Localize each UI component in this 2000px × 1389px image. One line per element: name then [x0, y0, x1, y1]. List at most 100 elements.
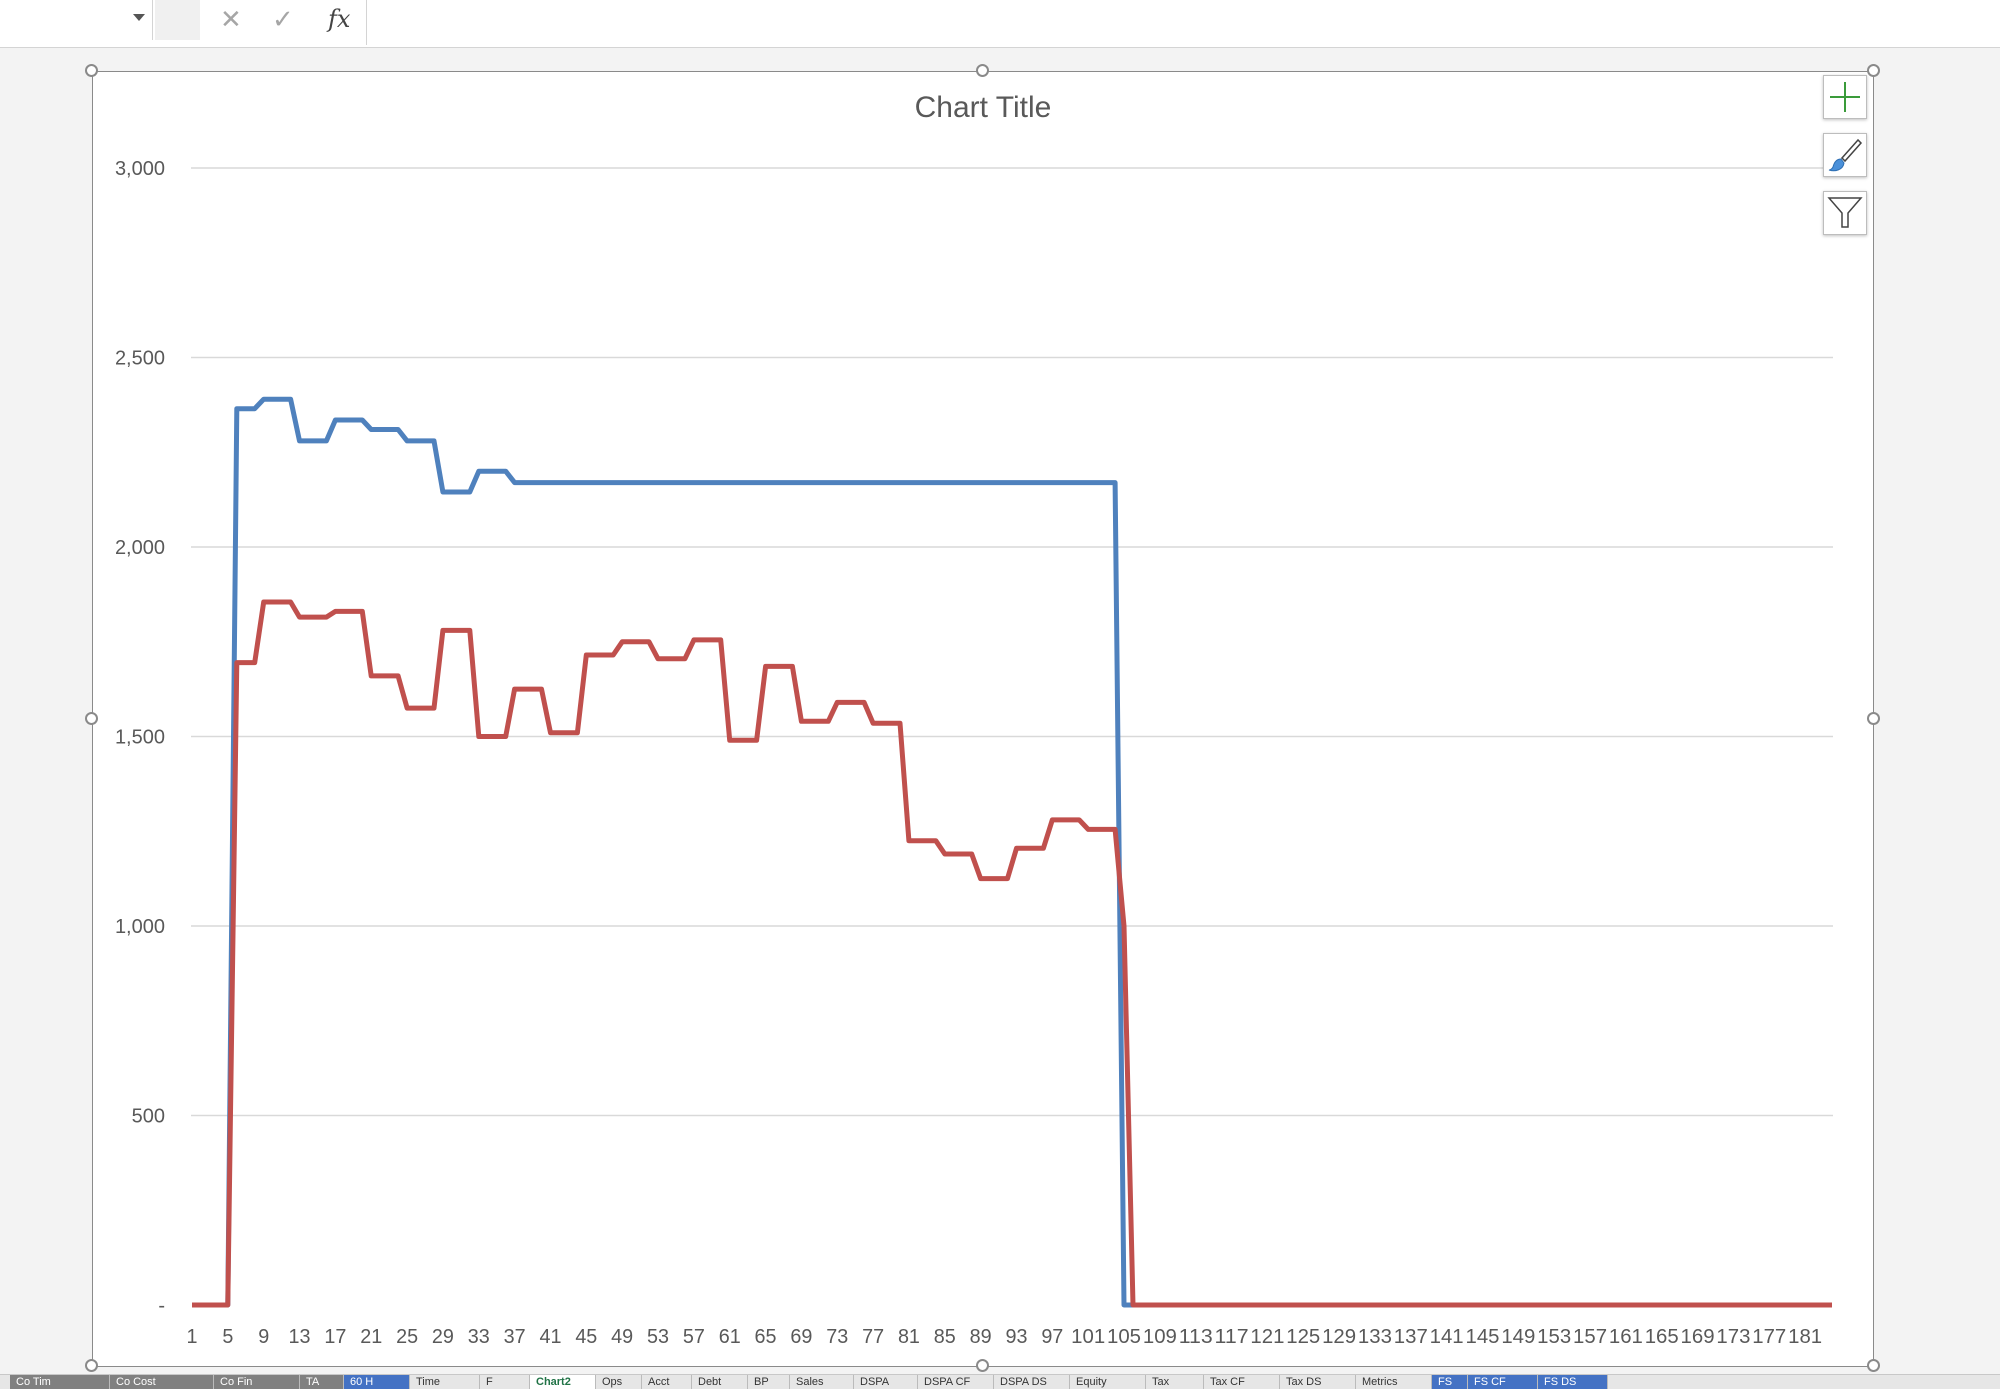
x-tick-label: 61	[719, 1326, 741, 1348]
sheet-tab[interactable]: Co Cost	[110, 1375, 214, 1389]
y-tick-label: 500	[132, 1106, 165, 1128]
x-tick-label: 49	[611, 1326, 633, 1348]
sheet-tab[interactable]: Equity	[1070, 1375, 1146, 1389]
sheet-tab[interactable]: 60 H	[344, 1375, 410, 1389]
x-tick-label: 105	[1107, 1326, 1141, 1348]
formula-input[interactable]	[372, 0, 2000, 45]
x-tick-label: 85	[934, 1326, 956, 1348]
x-tick-label: 113	[1179, 1326, 1213, 1348]
sheet-tab[interactable]: Time	[410, 1375, 480, 1389]
sheet-tab[interactable]: Tax	[1146, 1375, 1204, 1389]
sheet-tab[interactable]: F	[480, 1375, 530, 1389]
y-axis-labels: - 500 1,000 1,500 2,000 2,500 3,000	[115, 158, 165, 1317]
cancel-icon[interactable]: ✕	[220, 4, 242, 34]
formula-bar: ⋮ ✕ ✓ fx	[0, 0, 2000, 48]
filter-icon	[1827, 197, 1863, 228]
sheet-tab[interactable]: Chart2	[530, 1375, 596, 1389]
x-tick-label: 157	[1573, 1326, 1607, 1348]
sheet-tab[interactable]: Sales	[790, 1375, 854, 1389]
sheet-tabs-bar: Co Tim Co Cost Co Fin TA 60 H Time F Chart2 Ops A…	[0, 1374, 2000, 1389]
formula-bar-splitter[interactable]: ⋮	[155, 0, 347, 40]
sheet-tab[interactable]: FS CF	[1468, 1375, 1538, 1389]
gridlines	[191, 167, 1833, 1117]
x-tick-label: 125	[1286, 1326, 1320, 1348]
y-tick-label: 1,000	[115, 916, 165, 938]
x-tick-label: 25	[396, 1326, 418, 1348]
x-axis-labels: 1 5 9 13 17 21 25 29 33 37 41 45 49 53 57 61 65 69 73 77 81 8…	[187, 1326, 1823, 1348]
x-tick-label: 93	[1005, 1326, 1027, 1348]
x-tick-label: 81	[898, 1326, 920, 1348]
sheet-tab[interactable]: FS	[1432, 1375, 1468, 1389]
sheet-tab[interactable]: Co Tim	[10, 1375, 110, 1389]
x-tick-label: 41	[539, 1326, 561, 1348]
sheet-tab[interactable]: Acct	[642, 1375, 692, 1389]
resize-handle-top-right[interactable]	[1867, 64, 1880, 77]
x-tick-label: 65	[755, 1326, 777, 1348]
sheet-tab[interactable]: DSPA DS	[994, 1375, 1070, 1389]
x-tick-label: 181	[1788, 1326, 1822, 1348]
x-tick-label: 173	[1716, 1326, 1750, 1348]
sheet-tab[interactable]: Tax CF	[1204, 1375, 1280, 1389]
x-tick-label: 53	[647, 1326, 669, 1348]
resize-handle-bottom-right[interactable]	[1867, 1359, 1880, 1372]
x-tick-label: 169	[1681, 1326, 1715, 1348]
sheet-tab[interactable]: Debt	[692, 1375, 748, 1389]
resize-handle-bottom-left[interactable]	[85, 1359, 98, 1372]
sheet-tab[interactable]: Co Fin	[214, 1375, 300, 1389]
x-tick-label: 141	[1430, 1326, 1464, 1348]
x-tick-label: 101	[1071, 1326, 1105, 1348]
sheet-tab[interactable]: DSPA CF	[918, 1375, 994, 1389]
x-tick-label: 5	[222, 1326, 233, 1348]
x-tick-label: 33	[468, 1326, 490, 1348]
sheet-tab[interactable]: DSPA	[854, 1375, 918, 1389]
x-tick-label: 73	[826, 1326, 848, 1348]
x-tick-label: 177	[1752, 1326, 1786, 1348]
chart-elements-button[interactable]	[1823, 75, 1867, 119]
plus-icon	[1830, 82, 1860, 112]
y-tick-label: 1,500	[115, 727, 165, 749]
paintbrush-icon	[1828, 138, 1863, 172]
sheet-tab[interactable]: Tax DS	[1280, 1375, 1356, 1389]
x-tick-label: 129	[1322, 1326, 1356, 1348]
sheet-tab[interactable]: TA	[300, 1375, 344, 1389]
x-tick-label: 97	[1041, 1326, 1063, 1348]
x-tick-label: 121	[1250, 1326, 1284, 1348]
series-2-line[interactable]	[192, 599, 1832, 1308]
formula-tools: ✕ ✓ fx	[200, 0, 367, 45]
resize-handle-left[interactable]	[85, 712, 98, 725]
series-1-line[interactable]	[192, 396, 1832, 1308]
series-lines	[192, 396, 1832, 1308]
x-tick-label: 161	[1609, 1326, 1643, 1348]
x-tick-label: 137	[1394, 1326, 1428, 1348]
x-tick-label: 45	[575, 1326, 597, 1348]
chart-filters-button[interactable]	[1823, 191, 1867, 235]
insert-function-button[interactable]: fx	[328, 5, 351, 33]
y-tick-label: 2,000	[115, 537, 165, 559]
x-tick-label: 69	[790, 1326, 812, 1348]
chart-styles-button[interactable]	[1823, 133, 1867, 177]
x-tick-label: 109	[1143, 1326, 1177, 1348]
resize-handle-bottom[interactable]	[976, 1359, 989, 1372]
sheet-tab[interactable]: Ops	[596, 1375, 642, 1389]
resize-handle-top[interactable]	[976, 64, 989, 77]
x-tick-label: 17	[324, 1326, 346, 1348]
x-tick-label: 77	[862, 1326, 884, 1348]
line-chart[interactable]: - 500 1,000 1,500 2,000 2,500 3,000 1 5 9 13 17 21 2…	[93, 72, 1873, 1366]
x-tick-label: 21	[360, 1326, 382, 1348]
y-tick-label: 2,500	[115, 348, 165, 370]
x-tick-label: 117	[1215, 1326, 1249, 1348]
resize-handle-right[interactable]	[1867, 712, 1880, 725]
sheet-tab[interactable]: BP	[748, 1375, 790, 1389]
sheet-tab[interactable]: Metrics	[1356, 1375, 1432, 1389]
sheet-tab[interactable]: FS DS	[1538, 1375, 1608, 1389]
enter-check-icon[interactable]: ✓	[272, 4, 294, 34]
x-tick-label: 37	[504, 1326, 526, 1348]
chart-title[interactable]: Chart Title	[915, 91, 1052, 124]
y-tick-label: -	[158, 1295, 165, 1317]
name-box[interactable]	[0, 0, 153, 40]
chart-area[interactable]: - 500 1,000 1,500 2,000 2,500 3,000 1 5 9 13 17 21 2…	[92, 71, 1874, 1367]
x-tick-label: 133	[1358, 1326, 1392, 1348]
name-box-dropdown-icon[interactable]	[133, 14, 145, 21]
x-tick-label: 165	[1645, 1326, 1679, 1348]
resize-handle-top-left[interactable]	[85, 64, 98, 77]
